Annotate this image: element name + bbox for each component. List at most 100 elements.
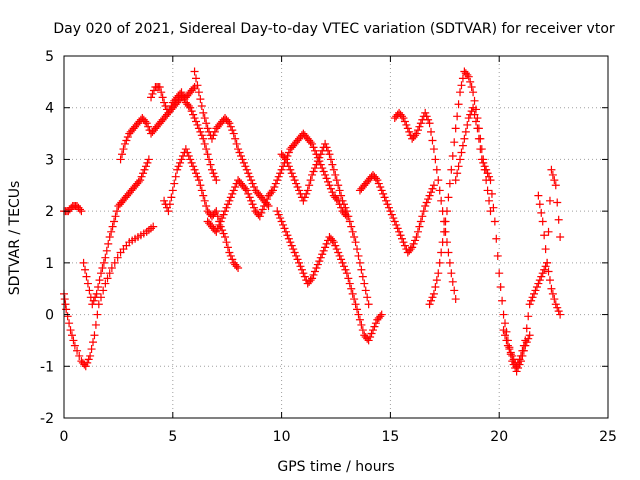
data-point [274, 172, 283, 181]
data-point [485, 172, 494, 181]
data-point [347, 222, 356, 231]
data-point [281, 155, 290, 164]
data-point [319, 167, 328, 176]
data-point [222, 238, 231, 247]
data-point [335, 186, 344, 195]
data-point [454, 100, 463, 109]
data-point [202, 119, 211, 128]
data-point [118, 150, 127, 159]
data-point [447, 165, 456, 174]
data-point [209, 169, 218, 178]
data-point [66, 326, 75, 335]
data-point [193, 172, 202, 181]
data-point [247, 176, 256, 185]
data-point [69, 336, 78, 345]
data-point [91, 293, 100, 302]
data-point [284, 234, 293, 243]
data-point [290, 248, 299, 257]
data-point [477, 155, 486, 164]
data-point [453, 169, 462, 178]
data-point [221, 233, 230, 241]
data-point [486, 176, 495, 185]
data-point [424, 195, 433, 204]
data-point [229, 186, 238, 195]
data-point [245, 193, 254, 202]
data-point [411, 236, 420, 245]
data-point [205, 155, 214, 164]
data-point [316, 253, 325, 262]
data-point [308, 139, 317, 148]
data-point [490, 217, 499, 226]
data-point [415, 122, 424, 131]
data-point [380, 193, 389, 202]
data-point [453, 112, 462, 121]
data-point [322, 239, 331, 248]
data-point [341, 203, 350, 212]
data-point [186, 155, 195, 164]
data-point [177, 155, 186, 164]
data-points [60, 67, 565, 376]
data-point [207, 134, 216, 143]
data-point [544, 267, 553, 276]
data-point [104, 239, 113, 248]
data-point [451, 176, 460, 185]
data-point [236, 151, 245, 160]
data-point [351, 300, 360, 309]
data-point [228, 255, 237, 264]
data-point [94, 282, 103, 291]
series-track-m [390, 108, 460, 304]
data-point [422, 198, 431, 207]
y-tick-label: -2 [40, 411, 54, 427]
data-point [334, 248, 343, 257]
data-point [437, 248, 446, 257]
data-point [434, 269, 443, 278]
data-point [444, 248, 453, 257]
data-point [309, 143, 318, 152]
data-point [213, 224, 222, 233]
data-point [364, 300, 373, 309]
data-point [190, 165, 199, 174]
data-point [144, 155, 153, 164]
data-point [113, 253, 122, 262]
data-point [290, 176, 299, 185]
data-point [416, 217, 425, 226]
data-point [471, 117, 480, 126]
data-point [373, 176, 382, 185]
data-point [483, 186, 492, 195]
y-tick-label: 0 [45, 308, 54, 324]
data-point [460, 134, 469, 143]
data-point [361, 286, 370, 295]
data-point [421, 108, 430, 117]
data-point [310, 267, 319, 276]
data-point [495, 269, 504, 278]
data-point [271, 179, 280, 188]
data-point [544, 227, 553, 236]
data-point [487, 189, 496, 198]
data-point [538, 217, 547, 226]
data-point [250, 183, 259, 192]
data-point [425, 191, 434, 200]
data-point [164, 207, 173, 216]
data-point [157, 88, 166, 97]
data-point [429, 289, 438, 298]
data-point [280, 153, 289, 162]
data-point [225, 248, 234, 257]
data-point [110, 258, 119, 267]
data-point [196, 181, 205, 190]
data-point [190, 67, 199, 76]
data-point [493, 251, 502, 260]
data-point [448, 151, 457, 160]
data-point [553, 303, 562, 312]
data-point [467, 83, 476, 92]
data-point [123, 133, 132, 142]
data-point [537, 208, 546, 217]
x-tick-label: 5 [168, 429, 177, 445]
data-point [203, 150, 212, 159]
data-point [70, 341, 79, 350]
data-point [429, 181, 438, 190]
data-point [284, 148, 293, 157]
data-point [428, 184, 437, 193]
series-track-f [160, 145, 243, 273]
data-point [212, 227, 221, 236]
data-point [287, 241, 296, 250]
